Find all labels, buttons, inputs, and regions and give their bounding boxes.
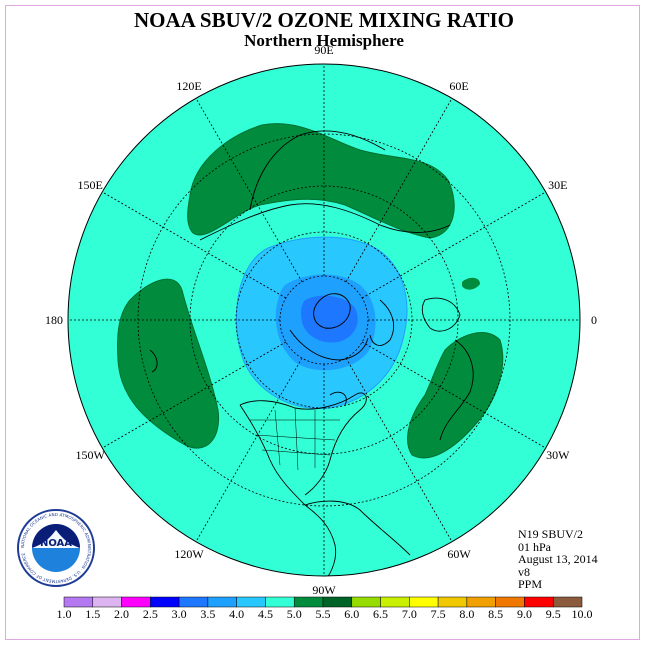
- info-pressure: 01 hPa: [518, 539, 551, 554]
- longitude-label: 90W: [312, 583, 336, 597]
- info-units: PPM: [518, 577, 543, 591]
- ozone-region-high-small: [462, 277, 480, 290]
- colorbar-tick-label: 7.0: [402, 607, 417, 621]
- colorbar-swatch: [150, 596, 180, 608]
- info-date: August 13, 2014: [518, 552, 598, 566]
- ozone-region-high-pacific: [117, 278, 220, 449]
- colorbar-swatch: [437, 596, 468, 608]
- colorbar-swatch: [178, 596, 209, 608]
- colorbar-tick-label: 2.5: [143, 607, 158, 621]
- ozone-region-high-north: [187, 123, 455, 239]
- ozone-region-high-atlantic: [407, 332, 504, 459]
- meridian-line: [361, 191, 546, 299]
- colorbar-swatch: [409, 596, 439, 608]
- colorbar-tick-label: 8.0: [459, 607, 474, 621]
- colorbar-swatch: [121, 596, 151, 608]
- colorbar-tick-label: 9.5: [546, 607, 561, 621]
- longitude-label: 150E: [78, 178, 103, 192]
- noaa-logo: NATIONAL OCEANIC AND ATMOSPHERIC ADMINIS…: [17, 509, 95, 587]
- longitude-label: 120E: [176, 79, 201, 93]
- colorbar-tick-label: 6.5: [373, 607, 388, 621]
- colorbar-tick-label: 3.0: [172, 607, 187, 621]
- longitude-label: 0: [591, 313, 597, 327]
- longitude-label: 60E: [449, 79, 468, 93]
- colorbar-tick-label: 10.0: [572, 607, 593, 621]
- longitude-label: 30E: [548, 178, 567, 192]
- longitude-label: 90E: [314, 43, 333, 57]
- page-title: NOAA SBUV/2 OZONE MIXING RATIO: [134, 8, 514, 32]
- longitude-label: 60W: [447, 547, 471, 561]
- logo-text: NOAA: [40, 538, 72, 549]
- colorbar-tick-label: 1.5: [85, 607, 100, 621]
- longitude-label: 30W: [546, 448, 570, 462]
- meridian-line: [361, 341, 546, 449]
- colorbar-swatch: [495, 596, 525, 608]
- meridian-line: [195, 357, 303, 542]
- colorbar-swatch: [351, 596, 381, 608]
- colorbar-swatch: [322, 596, 353, 608]
- meridian-line: [102, 191, 287, 299]
- info-version: v8: [518, 564, 530, 579]
- colorbar-swatch: [236, 596, 266, 608]
- colorbar-swatch: [466, 596, 496, 608]
- colorbar-tick-label: 9.0: [517, 607, 532, 621]
- colorbar-swatch: [63, 596, 94, 608]
- colorbar-tick-label: 5.0: [287, 607, 302, 621]
- colorbar-tick-label: 2.0: [114, 607, 129, 621]
- colorbar-tick-label: 7.5: [431, 607, 446, 621]
- colorbar-tick-label: 6.0: [344, 607, 359, 621]
- meridian-line: [345, 98, 453, 283]
- colorbar-tick-label: 1.0: [57, 607, 72, 621]
- colorbar-swatch: [524, 596, 554, 608]
- info-satellite: N19 SBUV/2: [518, 527, 584, 541]
- info-block: N19 SBUV/2 01 hPa August 13, 2014 v8 PPM: [518, 528, 598, 591]
- meridian-lines: [68, 64, 580, 576]
- colorbar-tick-label: 5.5: [316, 607, 331, 621]
- colorbar-tick-label: 8.5: [488, 607, 503, 621]
- figure-frame: [5, 5, 640, 640]
- colorbar-tick-label: 4.5: [258, 607, 273, 621]
- colorbar-tick-label: 3.5: [200, 607, 215, 621]
- colorbar-tick-label: 4.0: [229, 607, 244, 621]
- colorbar-swatch: [293, 596, 324, 608]
- colorbar-swatch: [380, 596, 410, 608]
- colorbar-swatch: [552, 596, 583, 608]
- colorbar-swatch: [92, 596, 122, 608]
- page-subtitle: Northern Hemisphere: [244, 31, 404, 50]
- longitude-label: 120W: [174, 547, 204, 561]
- colorbar-swatch: [265, 596, 295, 608]
- coastlines: [149, 130, 474, 576]
- longitude-label: 150W: [76, 448, 106, 462]
- state-borders: [250, 407, 340, 471]
- colorbar-swatch: [207, 596, 237, 608]
- longitude-label: 180: [45, 313, 63, 327]
- meridian-line: [102, 341, 287, 449]
- meridian-line: [345, 357, 453, 542]
- longitude-labels: 90E 60E 30E 0 30W 60W 90W 120W 150W 180 150E 120E: [45, 43, 597, 597]
- meridian-line: [195, 98, 303, 283]
